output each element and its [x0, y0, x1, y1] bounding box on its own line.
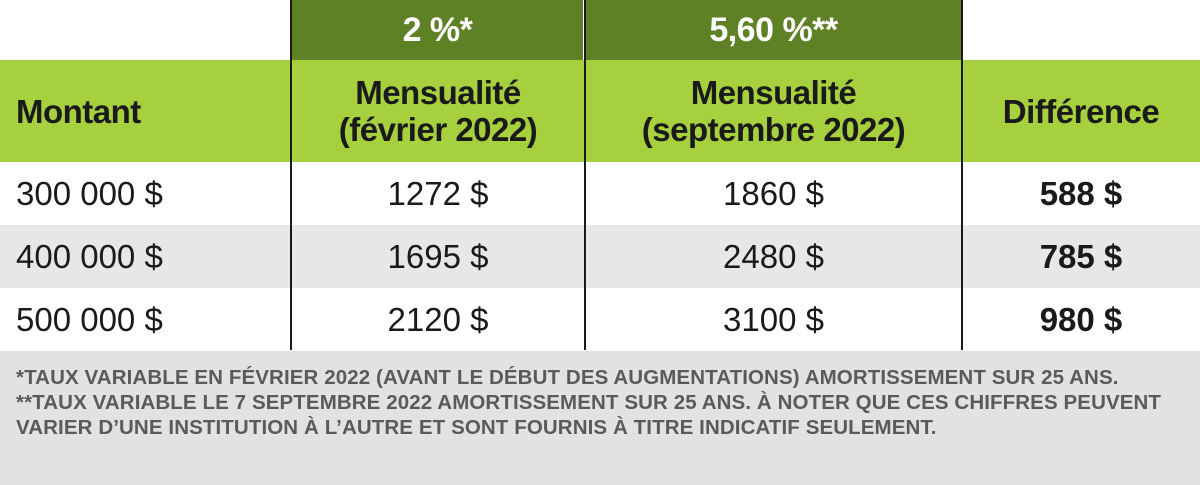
cell-difference: 785 $ [1039, 237, 1123, 275]
cell-montant: 500 000 $ [16, 300, 163, 338]
footnote-text: *TAUX VARIABLE EN FÉVRIER 2022 (AVANT LE… [16, 366, 1162, 439]
cell-mensualite-fevrier: 1272 $ [387, 174, 489, 212]
table-row: 400 000 $ 1695 $ 2480 $ 785 $ [0, 225, 1200, 288]
column-header-row: Montant Mensualité (février 2022) Mensua… [0, 60, 1200, 162]
header-mensualite-septembre-line2: (septembre 2022) [641, 111, 906, 148]
header-mensualite-septembre-line1: Mensualité [690, 74, 857, 111]
cell-mensualite-fevrier: 1695 $ [387, 237, 489, 275]
header-mensualite-fevrier: Mensualité (février 2022) [292, 60, 584, 162]
column-divider [584, 0, 586, 350]
cell-mensualite-septembre: 1860 $ [723, 174, 824, 212]
cell-difference: 980 $ [1039, 300, 1123, 338]
cell-difference: 588 $ [1039, 174, 1123, 212]
cell-mensualite-septembre: 2480 $ [723, 237, 824, 275]
rate-header-row: 2 %* 5,60 %** [0, 0, 1200, 60]
footnote-box: *TAUX VARIABLE EN FÉVRIER 2022 (AVANT LE… [0, 351, 1200, 485]
rate-september-header: 5,60 %** [586, 0, 961, 60]
header-mensualite-fevrier-line2: (février 2022) [338, 111, 538, 148]
cell-montant: 400 000 $ [16, 237, 163, 275]
header-difference: Différence [1002, 92, 1160, 130]
header-montant: Montant [16, 92, 141, 130]
column-divider [961, 0, 963, 350]
table-row: 500 000 $ 2120 $ 3100 $ 980 $ [0, 288, 1200, 351]
column-divider [290, 0, 292, 350]
header-mensualite-septembre: Mensualité (septembre 2022) [586, 60, 961, 162]
header-mensualite-fevrier-line1: Mensualité [355, 74, 521, 111]
cell-mensualite-septembre: 3100 $ [723, 300, 824, 338]
cell-mensualite-fevrier: 2120 $ [387, 300, 489, 338]
table-row: 300 000 $ 1272 $ 1860 $ 588 $ [0, 162, 1200, 225]
rate-february-header: 2 %* [292, 0, 583, 60]
cell-montant: 300 000 $ [16, 174, 163, 212]
